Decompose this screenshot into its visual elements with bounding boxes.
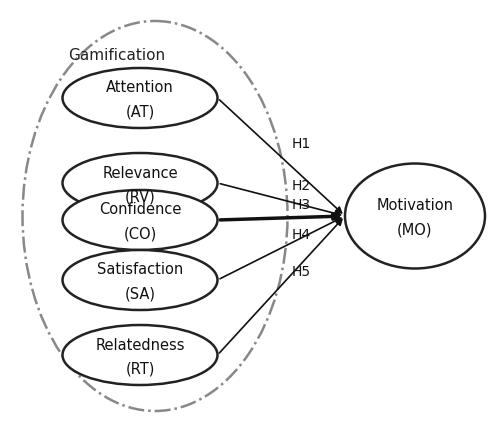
Text: Relatedness: Relatedness [95,337,185,353]
Ellipse shape [62,190,218,250]
Ellipse shape [62,250,218,310]
Text: Gamification: Gamification [68,48,165,63]
Ellipse shape [62,68,218,128]
Ellipse shape [345,163,485,269]
Text: (SA): (SA) [124,286,156,302]
Ellipse shape [62,153,218,213]
Text: (AT): (AT) [126,105,154,120]
Text: Confidence: Confidence [99,203,181,217]
Text: Satisfaction: Satisfaction [97,263,183,277]
Text: Motivation: Motivation [376,197,454,213]
Text: (RT): (RT) [126,362,154,377]
Text: (MO): (MO) [397,222,433,238]
Text: Attention: Attention [106,80,174,95]
Text: (CO): (CO) [124,226,156,241]
Text: H1: H1 [291,137,310,151]
Text: H2: H2 [291,180,310,194]
Text: Relevance: Relevance [102,165,178,181]
Text: H3: H3 [291,198,310,212]
Text: H4: H4 [291,228,310,242]
Ellipse shape [62,325,218,385]
Text: (RV): (RV) [124,190,156,204]
Text: H5: H5 [291,266,310,280]
